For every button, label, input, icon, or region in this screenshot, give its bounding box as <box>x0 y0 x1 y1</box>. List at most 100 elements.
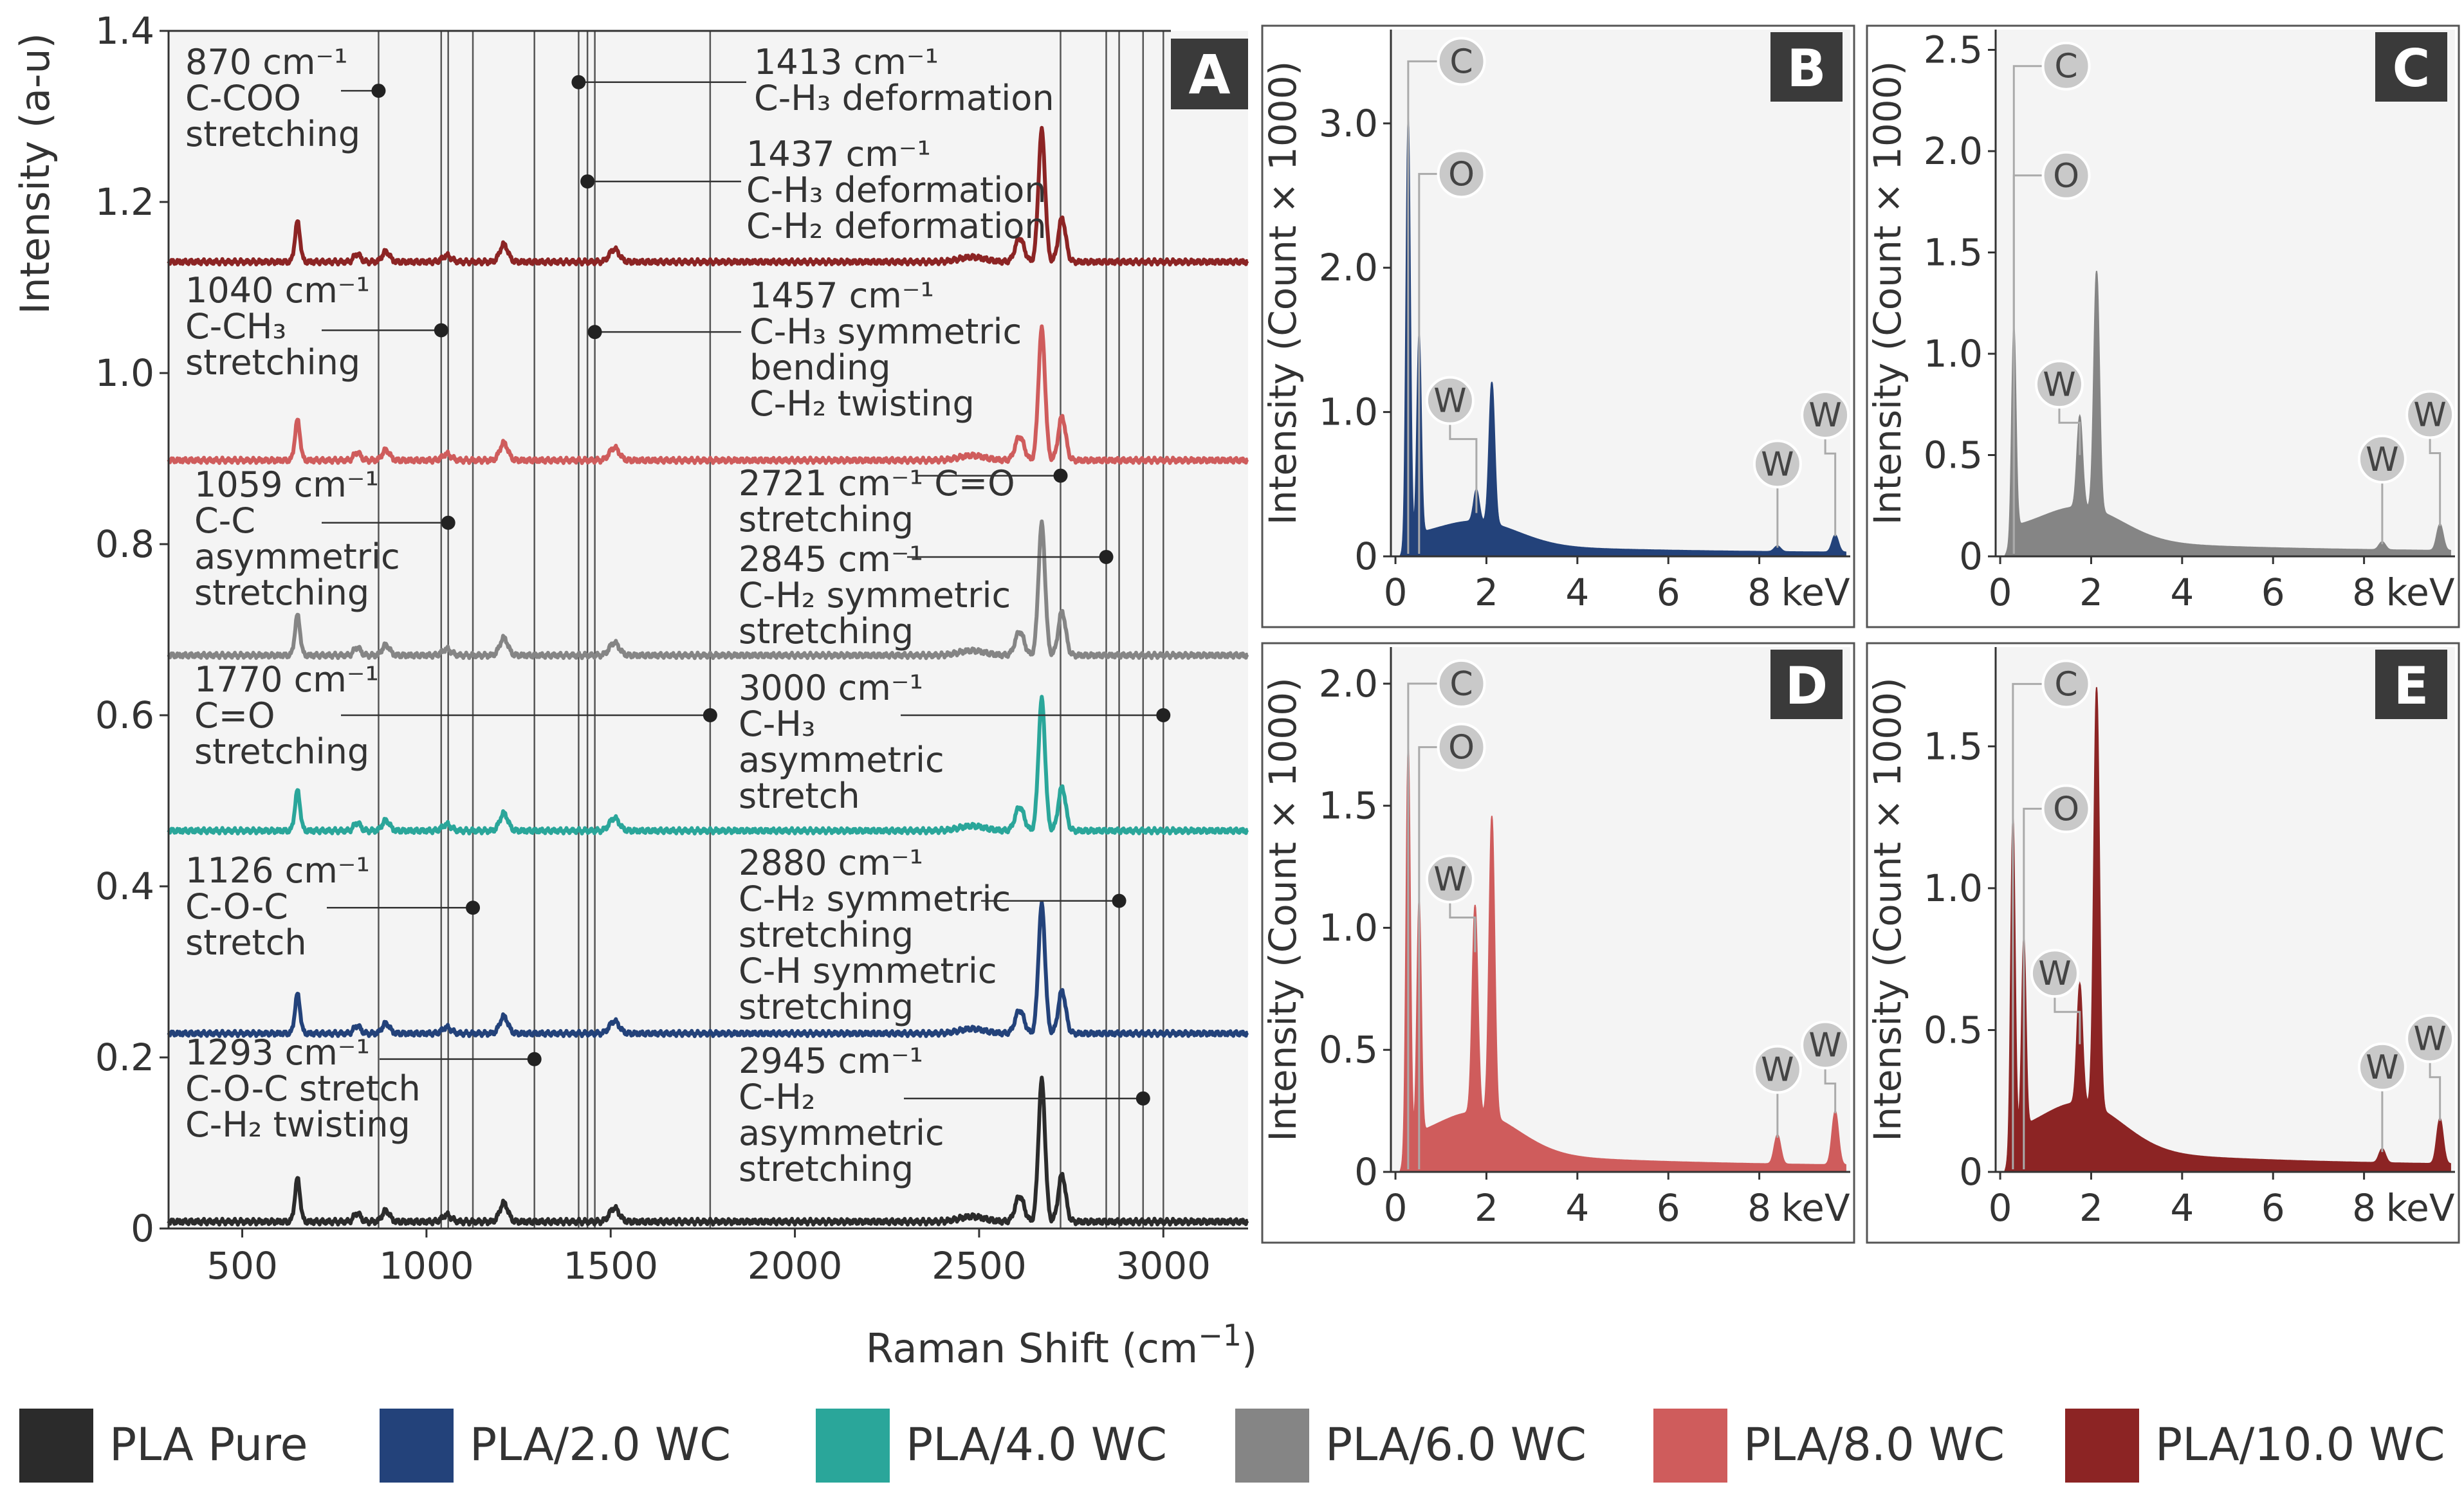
element-badge <box>2041 151 2091 200</box>
x-tick-label: 2 <box>1475 1186 1498 1230</box>
annotation-text: 3000 cm⁻¹ <box>739 668 923 708</box>
y-tick-label: 0 <box>131 1207 154 1250</box>
legend-swatch <box>380 1409 454 1483</box>
panel-c: 0 0.5 1.0 1.5 2.0 2.5 0 2 4 6 8 keV Intensity (Count… <box>1866 24 2460 628</box>
y-axis-label: Intensity (Count × 1000) <box>1261 677 1305 1141</box>
annotation-text: stretching <box>739 915 914 955</box>
element-leader <box>2012 174 2045 554</box>
annotation-dot <box>1053 468 1068 483</box>
annotation-text: C-H symmetric <box>739 951 997 991</box>
legend-item: PLA/8.0 WC <box>1653 1409 2005 1483</box>
legend-label: PLA Pure <box>109 1418 308 1471</box>
annotation-text: C-H₂ symmetric <box>739 575 1011 616</box>
annotation-text: asymmetric <box>739 1113 944 1153</box>
element-symbol: W <box>2366 1048 2398 1087</box>
element-label: W <box>1752 1045 1802 1138</box>
annotation-text: stretching <box>739 499 914 540</box>
eds-spectrum-area <box>1397 117 1846 557</box>
panel-label-box <box>1770 650 1843 719</box>
eds-spectrum-area <box>2002 271 2451 557</box>
annotation-text: stretching <box>185 114 360 154</box>
legend-item: PLA/10.0 WC <box>2065 1409 2445 1483</box>
y-tick-label: 1.0 <box>1924 332 1983 376</box>
spectrum-line <box>167 324 1249 465</box>
annotation-text: 2880 cm⁻¹ <box>739 843 923 883</box>
annotation-dot <box>703 708 717 722</box>
panel-a: 0 0.2 0.4 0.6 0.8 1.0 1.2 1.4 500 1000 1500 2000 250… <box>12 9 1257 1372</box>
annotation-text: C-C <box>194 500 255 541</box>
legend-label: PLA/8.0 WC <box>1743 1418 2005 1471</box>
x-axis-label: Raman Shift (cm−1) <box>866 1318 1257 1372</box>
annotation-text: 1040 cm⁻¹ <box>185 270 370 311</box>
y-tick-label: 1.5 <box>1924 724 1983 768</box>
annotation-dot <box>1112 893 1126 908</box>
element-label: C <box>2012 659 2091 1169</box>
element-label: C <box>1407 37 1486 554</box>
annotation-text: 1413 cm⁻¹ <box>754 42 939 82</box>
x-tick-label: 2000 <box>748 1244 843 1288</box>
y-tick-label: 1.5 <box>1319 784 1378 828</box>
annotation-text: asymmetric <box>739 740 944 780</box>
annotation-dot <box>466 900 481 915</box>
legend-label: PLA/6.0 WC <box>1325 1418 1586 1471</box>
element-badge <box>1437 659 1486 708</box>
element-leader <box>1407 60 1440 554</box>
annotation-text: 870 cm⁻¹ <box>185 42 348 82</box>
annotation-text: C-H₂ <box>739 1077 815 1117</box>
element-badge <box>2034 360 2084 409</box>
element-label: W <box>1425 376 1478 513</box>
x-tick-label: 0 <box>1384 571 1408 614</box>
annotation-dot <box>1135 1091 1150 1106</box>
annotation-text: C-O-C stretch <box>185 1068 421 1109</box>
annotation-text: stretch <box>185 922 307 963</box>
x-tick-label: 8 <box>1747 1186 1771 1230</box>
x-tick-label: 8 <box>2352 1186 2376 1230</box>
annotation-dot <box>580 174 595 189</box>
plot-area <box>1996 647 2455 1172</box>
panel-label: D <box>1785 656 1828 716</box>
element-leader <box>2058 406 2081 455</box>
panel-label: C <box>2393 39 2431 98</box>
y-tick-label: 0 <box>1354 534 1378 578</box>
annotation-text: stretching <box>739 987 914 1027</box>
element-label: W <box>1801 390 1850 536</box>
annotation-dot <box>571 75 586 89</box>
annotation-dot <box>1099 549 1114 564</box>
legend-item: PLA Pure <box>19 1409 308 1483</box>
panel-label-box <box>2375 32 2447 102</box>
y-axis-label: Intensity (Count × 1000) <box>1866 61 1909 525</box>
annotation-text: C-H₂ twisting <box>185 1104 410 1145</box>
element-symbol: W <box>1761 1051 1794 1090</box>
panel-d: 0 0.5 1.0 1.5 2.0 0 2 4 6 8 keV Intensity (Count × … <box>1261 642 1855 1244</box>
x-unit-label: keV <box>2386 1186 2455 1230</box>
annotation-text: C-H₃ <box>739 704 815 744</box>
element-label: W <box>2405 1014 2455 1121</box>
element-badge <box>1752 1045 1802 1094</box>
panel-e: 0 0.5 1.0 1.5 0 2 4 6 8 keV Intensity (Count × 100… <box>1866 642 2460 1244</box>
x-tick-label: 0 <box>1384 1186 1408 1230</box>
element-label: W <box>2357 434 2407 545</box>
element-label: W <box>2030 949 2081 1045</box>
element-label: O <box>1418 149 1486 554</box>
annotation-text: stretching <box>194 731 369 772</box>
element-badge <box>2030 949 2079 998</box>
annotation-text: C-H₃ deformation <box>754 78 1054 118</box>
legend-item: PLA/6.0 WC <box>1235 1409 1586 1483</box>
legend-label: PLA/4.0 WC <box>906 1418 1167 1471</box>
y-tick-label: 0.5 <box>1319 1028 1378 1072</box>
element-badge <box>2041 659 2091 709</box>
spectrum-line <box>167 125 1249 267</box>
element-symbol: O <box>1448 155 1475 194</box>
x-tick-label: 500 <box>207 1244 278 1288</box>
legend: PLA Pure PLA/2.0 WC PLA/4.0 WC PLA/6.0 WC PL… <box>19 1409 2445 1483</box>
x-unit-label: keV <box>2386 571 2455 614</box>
x-unit-label: keV <box>1781 571 1850 614</box>
annotation-text: stretch <box>739 776 860 816</box>
annotation-text: stretching <box>739 1149 914 1189</box>
element-symbol: W <box>1808 1027 1841 1065</box>
y-tick-label: 0.5 <box>1924 1008 1983 1052</box>
annotation-dot <box>1156 708 1171 722</box>
spectrum-line <box>167 519 1249 661</box>
